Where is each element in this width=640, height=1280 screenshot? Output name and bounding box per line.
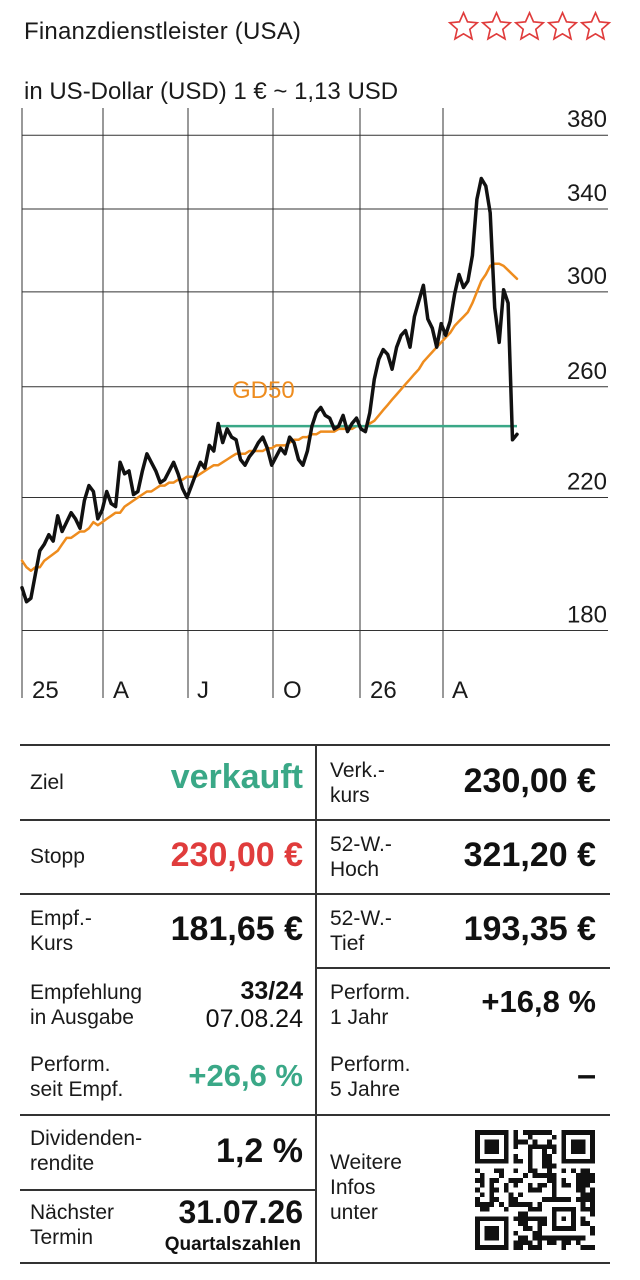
y-tick-label: 220 — [567, 469, 607, 496]
value-termin: 31.07.26 — [178, 1194, 303, 1230]
table-divider — [20, 1262, 610, 1264]
value-perform-5j: – — [577, 1056, 596, 1094]
y-tick-label: 180 — [567, 602, 607, 629]
chart-series: GD50 — [20, 176, 519, 604]
value-perform-seit: +26,6 % — [188, 1058, 303, 1093]
y-axis-ticks: 380 340 300 260 220 180 — [567, 108, 607, 629]
data-table: Ziel verkauft Stopp 230,00 € Empf.- Kurs… — [20, 744, 610, 1264]
price-line — [20, 176, 519, 604]
x-axis-ticks: 25 A J O 26 A — [32, 677, 468, 704]
label-52w-tief: 52-W.- Tief — [330, 907, 392, 955]
label-termin: Nächster Termin — [30, 1201, 115, 1249]
value-verkurs: 230,00 € — [463, 762, 596, 800]
label-perform-1j: Perform. 1 Jahr — [330, 981, 411, 1029]
label-weitere-infos: Weitere Infos unter — [330, 1151, 402, 1224]
label-empfehlung: Empfehlung in Ausgabe — [30, 981, 143, 1029]
qr-code-icon[interactable] — [475, 1130, 595, 1250]
star-icon[interactable] — [513, 10, 546, 43]
label-stopp: Stopp — [30, 845, 85, 868]
value-dividende: 1,2 % — [216, 1132, 303, 1170]
x-tick-label: O — [283, 677, 302, 704]
value-ausgabe-date: 07.08.24 — [205, 1005, 303, 1033]
value-perform-1j: +16,8 % — [481, 984, 596, 1019]
x-tick-label: 25 — [32, 677, 59, 704]
star-rating[interactable] — [447, 10, 612, 43]
gd50-label: GD50 — [232, 377, 295, 404]
x-tick-label: 26 — [370, 677, 397, 704]
y-tick-label: 340 — [567, 180, 607, 207]
value-52w-hoch: 321,20 € — [463, 836, 596, 874]
x-tick-label: A — [113, 677, 129, 704]
price-chart: 380 340 300 260 220 180 25 A J O 26 A GD50 — [20, 108, 608, 704]
table-divider — [315, 744, 317, 1262]
star-icon[interactable] — [546, 10, 579, 43]
table-divider — [20, 1189, 315, 1191]
currency-note: in US-Dollar (USD) 1 € ~ 1,13 USD — [24, 78, 399, 105]
y-tick-label: 300 — [567, 263, 607, 290]
table-divider — [315, 967, 610, 969]
page-title: Finanzdienstleister (USA) — [24, 18, 302, 45]
label-empf-kurs: Empf.- Kurs — [30, 907, 92, 955]
star-icon[interactable] — [579, 10, 612, 43]
star-icon[interactable] — [447, 10, 480, 43]
value-stopp: 230,00 € — [170, 836, 303, 874]
label-ziel: Ziel — [30, 771, 64, 794]
value-empf-kurs: 181,65 € — [170, 910, 303, 948]
star-icon[interactable] — [480, 10, 513, 43]
chart-grid — [21, 108, 608, 698]
y-tick-label: 260 — [567, 358, 607, 385]
label-verkurs: Verk.- kurs — [330, 759, 385, 807]
value-ziel: verkauft — [170, 758, 303, 796]
label-perform-5j: Perform. 5 Jahre — [330, 1053, 411, 1101]
x-tick-label: A — [452, 677, 468, 704]
value-termin-type: Quartalszahlen — [164, 1234, 301, 1255]
x-tick-label: J — [197, 677, 209, 704]
label-52w-hoch: 52-W.- Hoch — [330, 833, 392, 881]
label-dividende: Dividenden- rendite — [30, 1127, 143, 1175]
y-tick-label: 380 — [567, 108, 607, 133]
value-52w-tief: 193,35 € — [463, 910, 596, 948]
value-ausgabe: 33/24 — [240, 977, 303, 1005]
label-perform-seit: Perform. seit Empf. — [30, 1053, 124, 1101]
gd50-line — [20, 262, 519, 572]
